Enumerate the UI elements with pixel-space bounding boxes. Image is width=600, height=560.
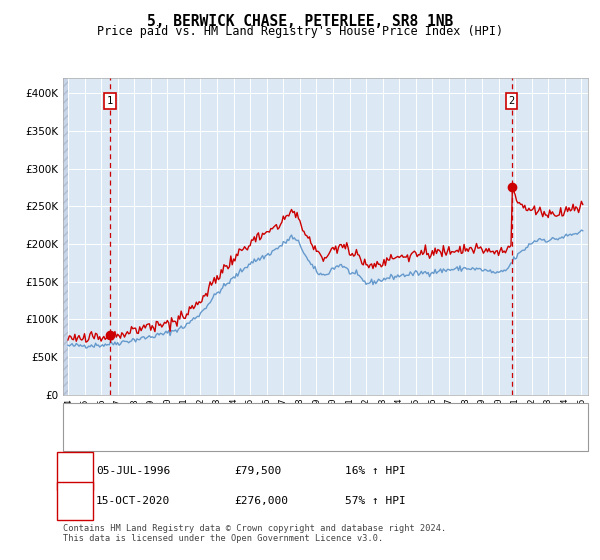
Text: 05-JUL-1996: 05-JUL-1996 <box>96 466 170 476</box>
Text: Price paid vs. HM Land Registry's House Price Index (HPI): Price paid vs. HM Land Registry's House … <box>97 25 503 38</box>
Text: 57% ↑ HPI: 57% ↑ HPI <box>345 496 406 506</box>
Text: £79,500: £79,500 <box>234 466 281 476</box>
Text: 1: 1 <box>71 466 79 476</box>
Bar <box>63 78 68 395</box>
Text: Contains HM Land Registry data © Crown copyright and database right 2024.
This d: Contains HM Land Registry data © Crown c… <box>63 524 446 543</box>
Text: 5, BERWICK CHASE, PETERLEE, SR8 1NB (detached house): 5, BERWICK CHASE, PETERLEE, SR8 1NB (det… <box>96 413 408 422</box>
Text: 16% ↑ HPI: 16% ↑ HPI <box>345 466 406 476</box>
Text: ——: —— <box>72 410 103 425</box>
Text: HPI: Average price, detached house, County Durham: HPI: Average price, detached house, Coun… <box>96 432 390 442</box>
Text: 2: 2 <box>509 96 515 106</box>
Text: 1: 1 <box>107 96 113 106</box>
Text: 5, BERWICK CHASE, PETERLEE, SR8 1NB: 5, BERWICK CHASE, PETERLEE, SR8 1NB <box>147 14 453 29</box>
Text: 15-OCT-2020: 15-OCT-2020 <box>96 496 170 506</box>
Text: £276,000: £276,000 <box>234 496 288 506</box>
Text: 2: 2 <box>71 496 79 506</box>
Text: ——: —— <box>72 430 103 445</box>
